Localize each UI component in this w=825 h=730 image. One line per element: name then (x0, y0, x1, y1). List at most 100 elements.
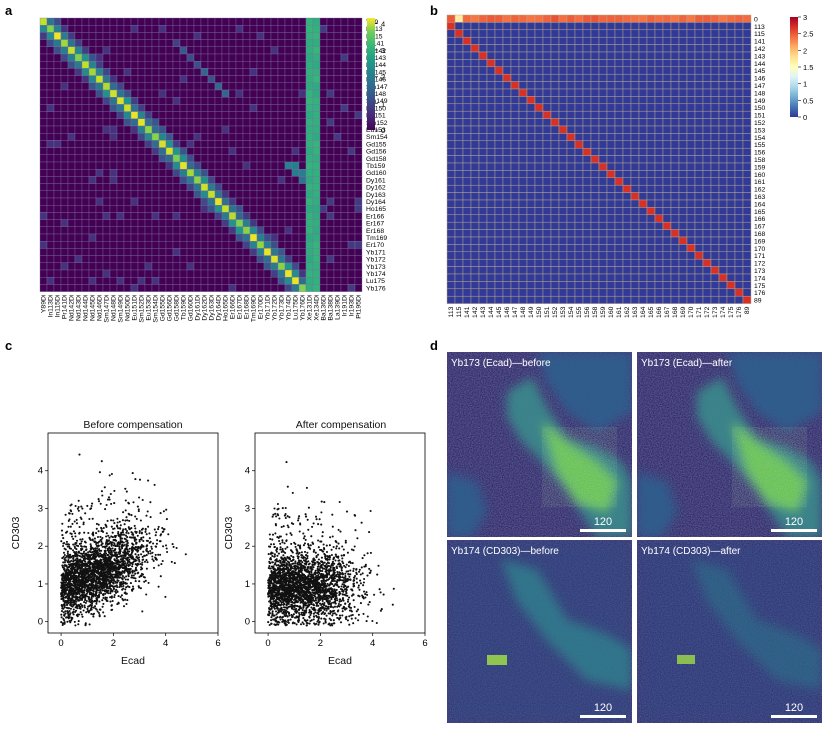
heatmap-b-cell (606, 251, 616, 260)
heatmap-a-cell (326, 39, 335, 47)
heatmap-a-cell (270, 125, 279, 134)
heatmap-b-cell (542, 125, 552, 134)
heatmap-a-cell (151, 140, 160, 148)
heatmap-b-cell (470, 103, 480, 112)
heatmap-b-cell (478, 44, 488, 53)
heatmap-b-cell (702, 236, 712, 245)
heatmap-b-cell (566, 14, 576, 23)
heatmap-a-cell (67, 190, 76, 199)
heatmap-a-col-label: Yb171Di (265, 294, 272, 321)
heatmap-b-cell (478, 281, 488, 290)
heatmap-b-cell (590, 251, 600, 260)
heatmap-a-cell (221, 140, 230, 148)
heatmap-b-cell (550, 44, 560, 53)
heatmap-a-cell (235, 277, 244, 285)
scatter-point (148, 532, 151, 535)
heatmap-a-cell (284, 226, 293, 235)
heatmap-a-cell (109, 269, 118, 278)
heatmap-a-col-label: Sm149Di (118, 294, 125, 322)
heatmap-a-cell (193, 111, 202, 119)
heatmap-b-cell (598, 199, 608, 208)
heatmap-a-cell (116, 262, 125, 271)
heatmap-a-cell (67, 219, 76, 227)
heatmap-b-cell (646, 251, 656, 260)
scatter-point (88, 596, 91, 599)
heatmap-b-col-label: 175 (728, 306, 735, 318)
heatmap-a-cell (291, 219, 300, 227)
heatmap-b-cell (638, 273, 648, 282)
scatter-point (114, 580, 117, 583)
heatmap-a-cell (263, 176, 272, 184)
heatmap-a-cell (193, 147, 202, 155)
heatmap-a-cell (312, 212, 321, 220)
heatmap-b-cell (622, 118, 632, 127)
heatmap-b-cell (734, 155, 744, 164)
heatmap-a-cell (144, 89, 153, 98)
heatmap-b-cell (742, 147, 752, 156)
heatmap-a-col-label: Nd145Di (90, 294, 97, 321)
heatmap-a-cell (81, 226, 90, 235)
heatmap-a-cell (172, 269, 181, 278)
heatmap-a-cell (109, 140, 118, 148)
heatmap-b-cell (550, 73, 560, 82)
heatmap-b-cell (502, 162, 512, 171)
heatmap-a-cell (312, 53, 321, 62)
heatmap-a-cell (46, 104, 55, 112)
heatmap-a-cell (123, 32, 132, 40)
heatmap-a-cell (207, 147, 216, 155)
heatmap-b-cell (742, 273, 752, 282)
heatmap-b-cell (446, 66, 456, 75)
heatmap-b-cell (694, 236, 704, 245)
heatmap-a-cell (312, 61, 321, 69)
heatmap-b-cell (518, 258, 528, 267)
heatmap-b-cell (678, 118, 688, 127)
heatmap-b-cell (662, 288, 672, 297)
heatmap-a-cell (186, 82, 195, 91)
scatter-point (116, 563, 119, 566)
heatmap-b-cell (686, 125, 696, 134)
heatmap-b-cell (590, 281, 600, 290)
heatmap-a-cell (179, 75, 188, 83)
heatmap-b-cell (662, 229, 672, 238)
scatter-point (71, 611, 74, 614)
heatmap-b-cell (582, 184, 592, 193)
heatmap-b-cell (662, 88, 672, 97)
heatmap-a-cell (186, 161, 195, 170)
heatmap-a-cell (60, 226, 69, 235)
heatmap-b-cell (446, 221, 456, 230)
heatmap-a-cell (214, 111, 223, 119)
heatmap-a-cell (207, 53, 216, 62)
heatmap-a-cell (130, 82, 139, 91)
heatmap-a-cell (256, 25, 265, 33)
heatmap-a-cell (340, 147, 349, 155)
heatmap-b-cell (606, 214, 616, 223)
scatter-point (71, 512, 74, 515)
heatmap-a-cell (130, 255, 139, 263)
heatmap-b-cell (462, 236, 472, 245)
heatmap-b-cell (518, 244, 528, 253)
heatmap-b-cell (654, 273, 664, 282)
heatmap-b-cell (654, 288, 664, 297)
heatmap-b-cell (662, 110, 672, 119)
heatmap-b-cell (742, 214, 752, 223)
heatmap-a-cell (305, 25, 314, 33)
heatmap-a-cell (333, 17, 342, 26)
scatter-point (116, 559, 119, 562)
heatmap-a-cell (60, 17, 69, 26)
heatmap-a-cell (60, 269, 69, 278)
heatmap-b-cell (662, 295, 672, 304)
heatmap-a-cell (214, 241, 223, 249)
scatter-point (109, 592, 112, 595)
heatmap-a-cell (88, 161, 97, 170)
heatmap-b-cell (526, 244, 536, 253)
heatmap-a-cell (53, 212, 62, 220)
heatmap-b-cell (606, 177, 616, 186)
heatmap-a-cell (333, 262, 342, 271)
heatmap-a-cell (116, 248, 125, 256)
heatmap-a-cell (249, 176, 258, 184)
heatmap-b-cell (486, 192, 496, 201)
scatter-point (131, 472, 134, 475)
heatmap-b-cell (518, 236, 528, 245)
heatmap-a-cell (39, 255, 48, 263)
heatmap-a-cell (137, 89, 146, 98)
